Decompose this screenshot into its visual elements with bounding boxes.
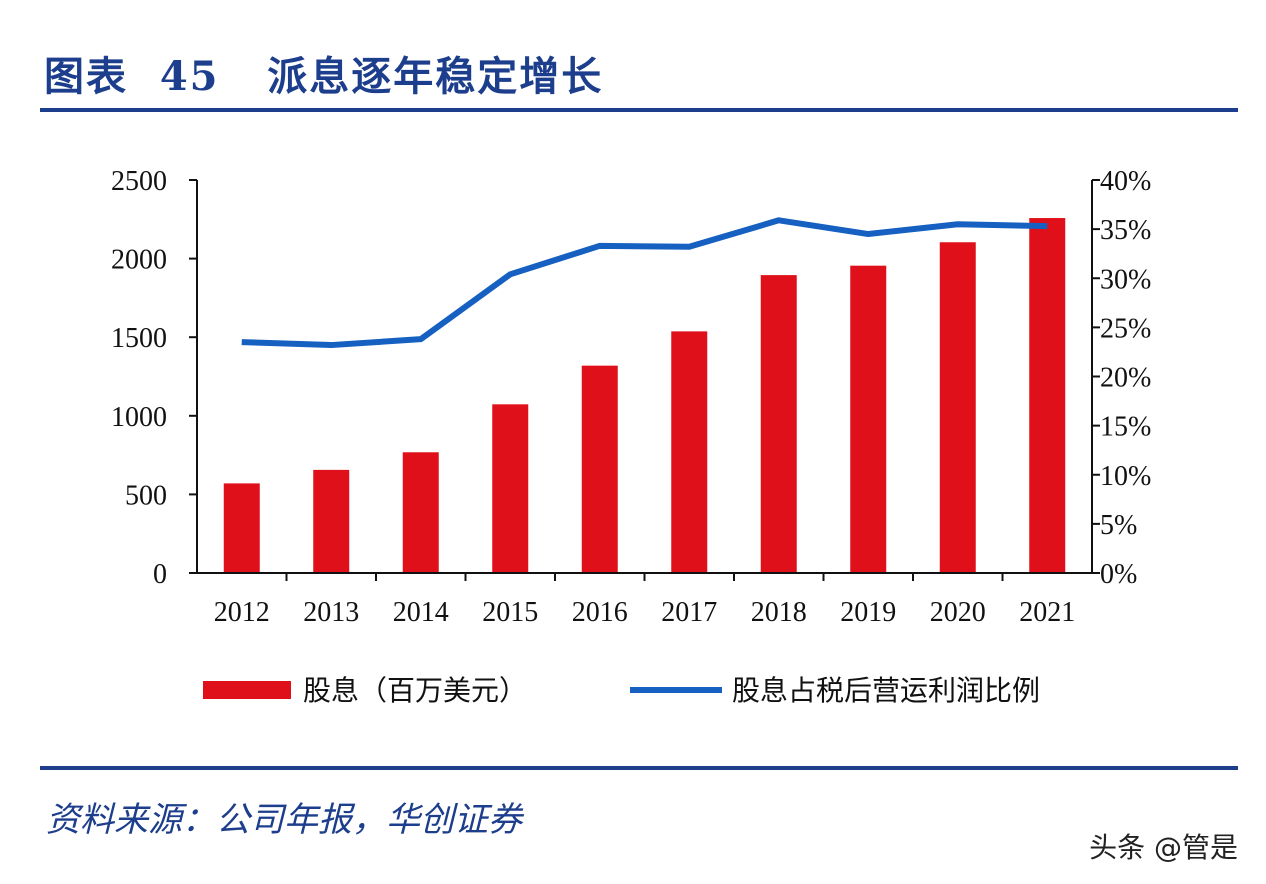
x-tick-label: 2016 bbox=[572, 597, 628, 628]
chart: 0 500 1000 1500 2000 2500 0% 5% 10% 15% 20% 25% 30% 3… bbox=[111, 166, 1151, 707]
left-tick-label: 0 bbox=[153, 559, 167, 590]
watermark: 头条 @管是 bbox=[1089, 831, 1238, 864]
x-tick-label: 2013 bbox=[303, 597, 359, 628]
right-tick-label: 35% bbox=[1100, 215, 1151, 246]
x-tick-label: 2019 bbox=[840, 597, 896, 628]
bar-2019 bbox=[850, 265, 887, 573]
left-tick-label: 1000 bbox=[111, 402, 167, 433]
left-tick-label: 500 bbox=[125, 480, 167, 511]
x-tick-label: 2020 bbox=[930, 597, 986, 628]
left-tick-label: 2000 bbox=[111, 245, 167, 276]
bar-2012 bbox=[223, 483, 260, 573]
source-note: 资料来源：公司年报，华创证券 bbox=[46, 800, 522, 840]
right-tick-label: 25% bbox=[1100, 313, 1151, 344]
bar-2021 bbox=[1029, 218, 1066, 573]
x-tick-label: 2015 bbox=[482, 597, 538, 628]
title-divider bbox=[40, 108, 1238, 112]
bar-2014 bbox=[402, 452, 439, 573]
x-tick-label: 2017 bbox=[661, 597, 717, 628]
bar-2017 bbox=[671, 331, 708, 573]
chart-title: 图表 45 派息逐年稳定增长 bbox=[44, 53, 604, 100]
legend-line-label: 股息占税后营运利润比例 bbox=[732, 674, 1040, 707]
right-tick-label: 15% bbox=[1100, 412, 1151, 443]
bar-2016 bbox=[581, 365, 618, 573]
legend-bar-swatch bbox=[203, 681, 291, 699]
footer-divider bbox=[40, 766, 1238, 770]
right-tick-label: 40% bbox=[1100, 166, 1151, 197]
right-tick-label: 30% bbox=[1100, 264, 1151, 295]
x-tick-label: 2018 bbox=[751, 597, 807, 628]
bar-2018 bbox=[760, 275, 797, 573]
legend-bar-label: 股息（百万美元） bbox=[303, 674, 527, 707]
left-tick-label: 1500 bbox=[111, 323, 167, 354]
bar-2020 bbox=[939, 242, 976, 573]
right-tick-label: 0% bbox=[1100, 559, 1137, 590]
ratio-line bbox=[241, 217, 1048, 349]
x-tick-label: 2014 bbox=[393, 597, 449, 628]
x-tick-label: 2021 bbox=[1019, 597, 1075, 628]
right-tick-label: 10% bbox=[1100, 461, 1151, 492]
right-tick-label: 5% bbox=[1100, 510, 1137, 541]
right-tick-label: 20% bbox=[1100, 363, 1151, 394]
bar-2013 bbox=[313, 469, 350, 573]
left-tick-label: 2500 bbox=[111, 166, 167, 197]
x-tick-label: 2012 bbox=[214, 597, 270, 628]
bar-2015 bbox=[492, 404, 529, 573]
